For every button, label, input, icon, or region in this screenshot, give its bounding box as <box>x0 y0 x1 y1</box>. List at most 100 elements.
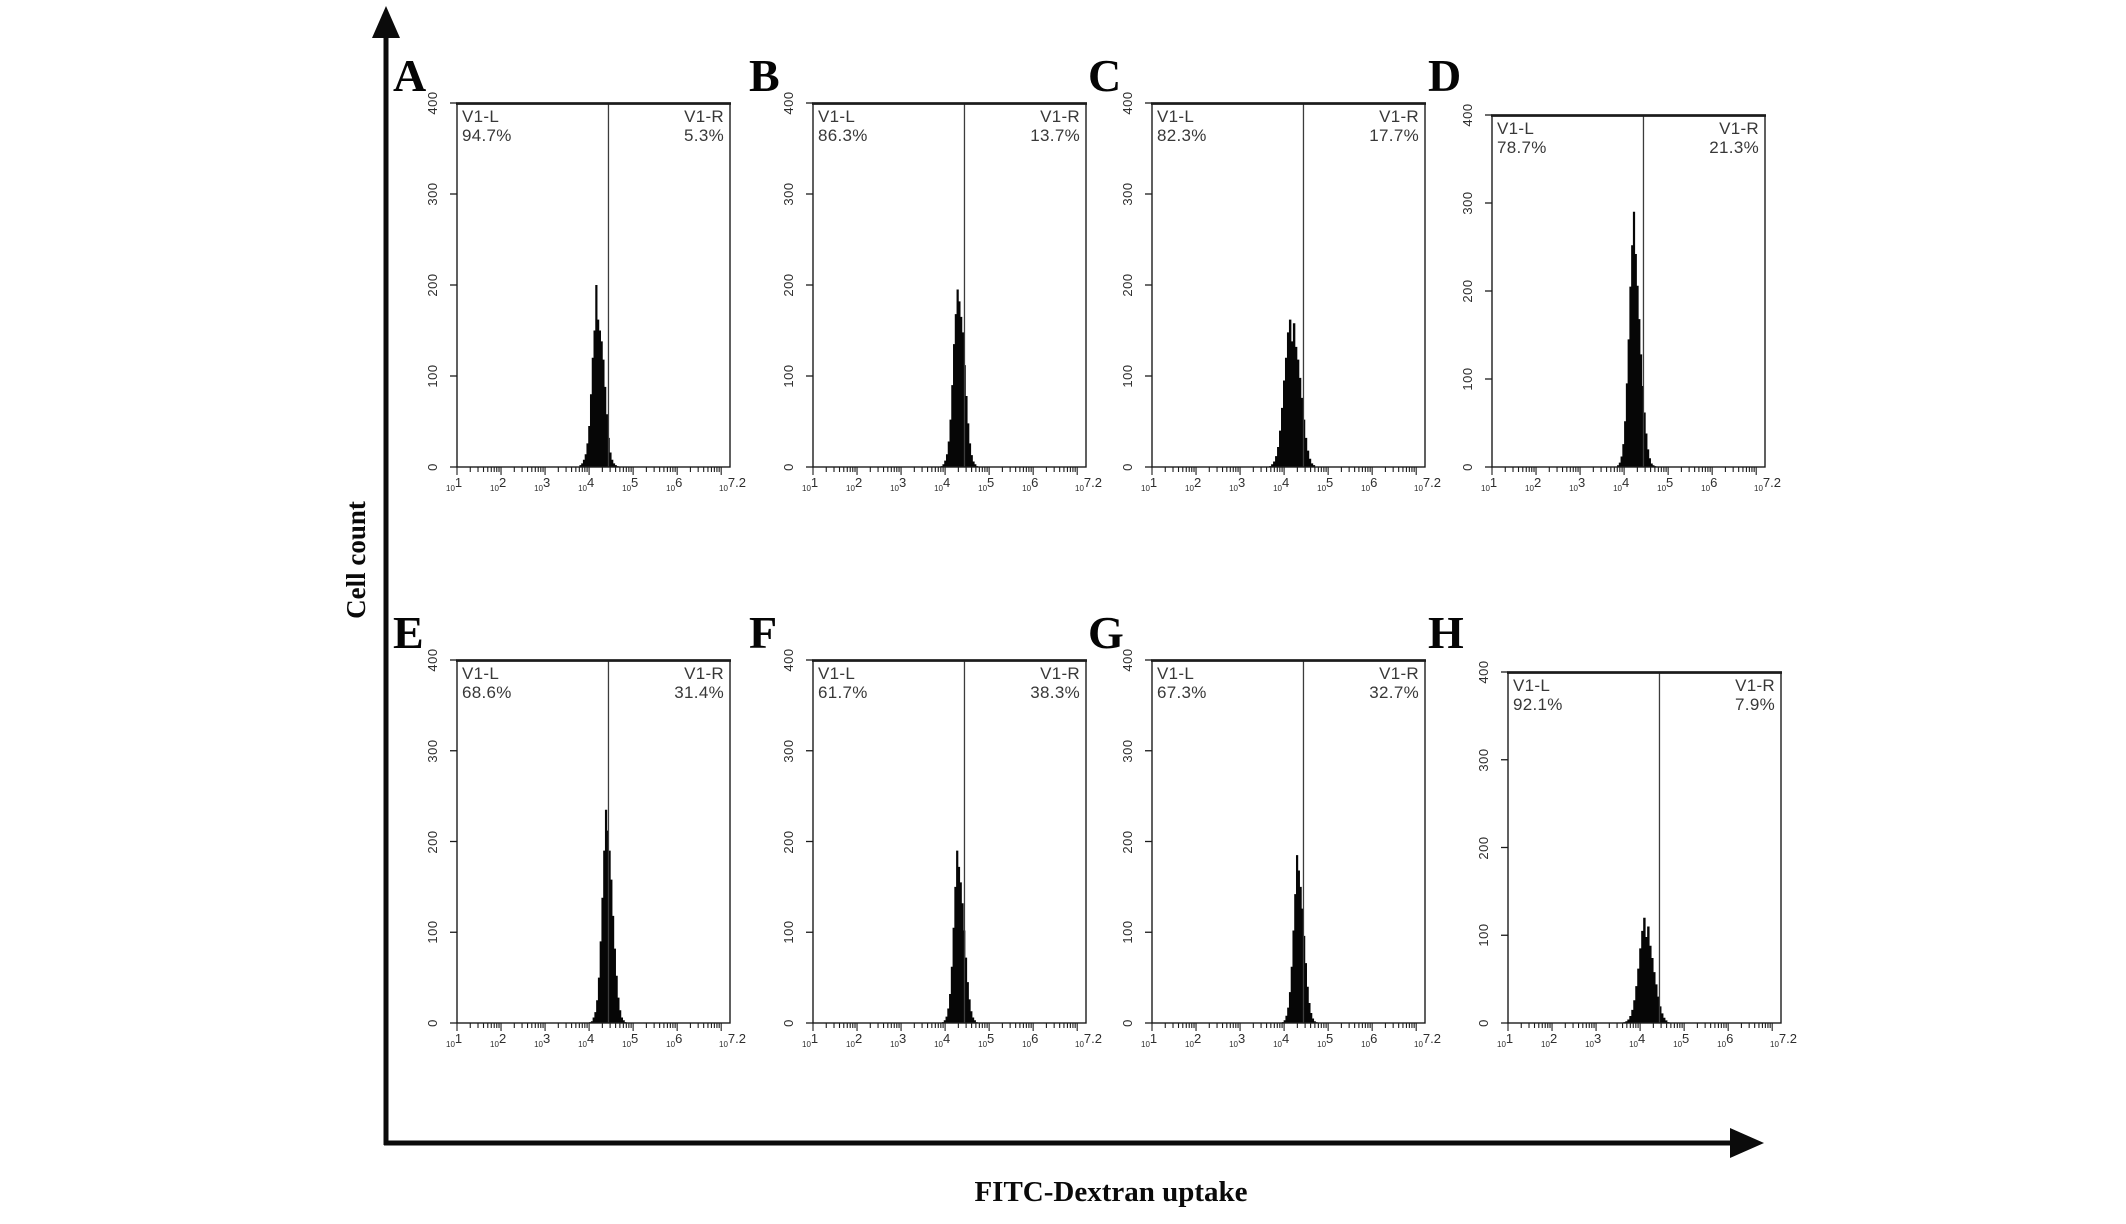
y-tick-label: 400 <box>1120 648 1135 672</box>
x-tick-base: 10 <box>578 1040 587 1049</box>
gate-label-right-G: V1-R 32.7% <box>1309 664 1419 702</box>
x-tick-base: 10 <box>1075 1040 1084 1049</box>
x-tick-base: 10 <box>1141 484 1150 493</box>
x-tick-base: 10 <box>1414 484 1423 493</box>
histogram-bars-E <box>589 809 627 1023</box>
gate-left-percent: 82.3% <box>1157 125 1207 145</box>
y-tick-label: 200 <box>1460 279 1475 303</box>
x-axis-title: FITC-Dextran uptake <box>974 1176 1248 1208</box>
x-tick-exponent: 6 <box>1031 475 1039 490</box>
histogram-bars-H <box>1623 917 1670 1023</box>
x-tick-exponent: 6 <box>675 475 683 490</box>
x-tick-label: 102 <box>490 1031 524 1052</box>
x-tick-exponent: 7.2 <box>1778 1031 1797 1046</box>
x-tick-exponent: 6 <box>1031 1031 1039 1046</box>
x-tick-base: 10 <box>846 1040 855 1049</box>
y-tick-label: 300 <box>425 739 440 763</box>
gate-right-name: V1-R <box>1719 119 1759 138</box>
y-tick-label: 400 <box>781 91 796 115</box>
gate-label-left-A: V1-L 94.7% <box>462 107 512 145</box>
x-tick-label: 107.2 <box>1075 1031 1109 1052</box>
x-tick-label: 103 <box>1229 475 1263 496</box>
y-tick-label: 100 <box>425 364 440 388</box>
histogram-bars-F <box>942 850 978 1023</box>
gate-left-percent: 68.6% <box>462 682 512 702</box>
gate-label-right-C: V1-R 17.7% <box>1309 107 1419 145</box>
x-tick-label: 104 <box>934 475 968 496</box>
y-tick-label: 100 <box>425 920 440 944</box>
x-tick-label: 106 <box>1701 475 1735 496</box>
gate-left-percent: 78.7% <box>1497 137 1547 157</box>
y-tick-label: 0 <box>1120 1019 1135 1027</box>
x-tick-exponent: 3 <box>542 475 551 490</box>
x-tick-exponent: 5 <box>1326 1031 1334 1046</box>
x-tick-exponent: 2 <box>1193 1031 1202 1046</box>
histogram-bars-A <box>579 285 619 467</box>
x-tick-exponent: 4 <box>587 1031 595 1046</box>
x-tick-label: 107.2 <box>1414 1031 1448 1052</box>
panel-letter-G: G <box>1088 607 1124 658</box>
x-tick-label: 104 <box>578 475 612 496</box>
x-tick-base: 10 <box>1629 1040 1638 1049</box>
x-tick-base: 10 <box>802 1040 811 1049</box>
x-tick-exponent: 6 <box>1370 1031 1378 1046</box>
gate-label-right-E: V1-R 31.4% <box>614 664 724 702</box>
gate-right-percent: 17.7% <box>1369 125 1419 145</box>
x-tick-label: 107.2 <box>719 1031 753 1052</box>
x-tick-label: 105 <box>1317 475 1351 496</box>
gate-right-name: V1-R <box>1735 676 1775 695</box>
x-tick-base: 10 <box>666 1040 676 1049</box>
x-tick-exponent: 2 <box>854 1031 863 1046</box>
x-tick-base: 10 <box>978 1040 988 1049</box>
x-tick-base: 10 <box>446 484 455 493</box>
x-tick-exponent: 3 <box>1237 475 1246 490</box>
gate-label-right-A: V1-R 5.3% <box>614 107 724 145</box>
gate-right-percent: 32.7% <box>1369 682 1419 702</box>
gate-label-right-B: V1-R 13.7% <box>970 107 1080 145</box>
x-tick-exponent: 3 <box>1577 475 1586 490</box>
x-tick-label: 106 <box>666 475 700 496</box>
y-tick-label: 200 <box>425 273 440 297</box>
y-axis-title: Cell count <box>341 501 371 619</box>
x-tick-exponent: 1 <box>1505 1031 1514 1046</box>
x-tick-label: 103 <box>1229 1031 1263 1052</box>
x-tick-label: 101 <box>1141 1031 1175 1052</box>
x-tick-base: 10 <box>1361 1040 1371 1049</box>
gate-left-percent: 92.1% <box>1513 694 1563 714</box>
x-tick-base: 10 <box>719 484 728 493</box>
x-tick-base: 10 <box>1273 484 1282 493</box>
x-tick-exponent: 5 <box>987 1031 995 1046</box>
gate-right-percent: 7.9% <box>1735 694 1775 714</box>
x-tick-base: 10 <box>490 484 499 493</box>
x-tick-label: 102 <box>1525 475 1559 496</box>
gate-label-left-C: V1-L 82.3% <box>1157 107 1207 145</box>
y-tick-label: 300 <box>1476 748 1491 772</box>
x-tick-base: 10 <box>890 484 899 493</box>
gate-right-name: V1-R <box>1040 664 1080 683</box>
x-tick-exponent: 1 <box>454 1031 463 1046</box>
x-tick-label: 103 <box>890 1031 924 1052</box>
panel-letter-B: B <box>749 50 780 101</box>
x-tick-exponent: 3 <box>542 1031 551 1046</box>
histogram-plot-C <box>1145 102 1426 475</box>
x-axis-arrowhead-icon <box>1730 1128 1764 1158</box>
panel-letter-F: F <box>749 607 778 658</box>
y-tick-label: 100 <box>1460 367 1475 391</box>
x-tick-base: 10 <box>1022 484 1032 493</box>
gate-left-percent: 94.7% <box>462 125 512 145</box>
x-tick-base: 10 <box>1673 1040 1683 1049</box>
x-tick-base: 10 <box>1273 1040 1282 1049</box>
x-tick-exponent: 2 <box>854 475 863 490</box>
x-tick-exponent: 3 <box>1593 1031 1602 1046</box>
gate-label-left-G: V1-L 67.3% <box>1157 664 1207 702</box>
y-tick-label: 100 <box>1120 920 1135 944</box>
x-tick-exponent: 6 <box>675 1031 683 1046</box>
histogram-plot-H <box>1501 671 1782 1031</box>
x-tick-base: 10 <box>666 484 676 493</box>
x-tick-exponent: 3 <box>898 1031 907 1046</box>
x-tick-base: 10 <box>1481 484 1490 493</box>
x-tick-exponent: 5 <box>987 475 995 490</box>
x-tick-base: 10 <box>1613 484 1622 493</box>
gate-left-name: V1-L <box>1497 119 1535 138</box>
